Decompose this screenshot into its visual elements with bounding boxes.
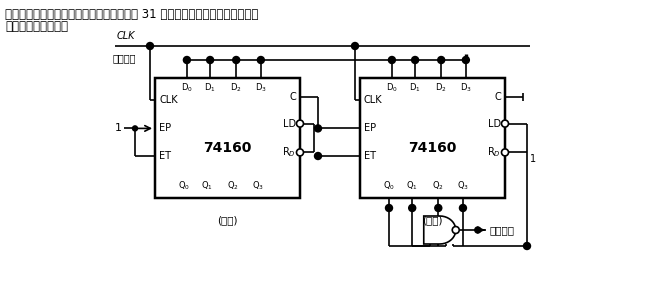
- Text: Q$_0$: Q$_0$: [178, 179, 190, 192]
- Circle shape: [475, 227, 481, 233]
- Text: Q$_3$: Q$_3$: [457, 179, 469, 192]
- Text: CLK: CLK: [364, 94, 382, 105]
- Circle shape: [409, 204, 416, 212]
- Circle shape: [207, 57, 214, 63]
- Circle shape: [257, 57, 264, 63]
- Text: EP: EP: [364, 123, 376, 134]
- Circle shape: [297, 149, 304, 156]
- Circle shape: [462, 57, 469, 63]
- Circle shape: [388, 57, 396, 63]
- Text: 进位输出: 进位输出: [490, 225, 515, 235]
- Text: CLK: CLK: [117, 31, 136, 41]
- Text: 74160: 74160: [408, 141, 457, 155]
- Text: C: C: [494, 92, 501, 102]
- Text: R$_D$: R$_D$: [487, 145, 501, 159]
- Circle shape: [297, 120, 304, 127]
- Text: EP: EP: [159, 123, 171, 134]
- Circle shape: [501, 120, 508, 127]
- Bar: [360, 78, 505, 198]
- Text: (十位): (十位): [422, 215, 443, 225]
- Text: 计数输入: 计数输入: [113, 53, 136, 63]
- Text: D$_1$: D$_1$: [204, 82, 216, 94]
- Circle shape: [501, 149, 508, 156]
- Text: D$_2$: D$_2$: [436, 82, 447, 94]
- Text: D$_0$: D$_0$: [181, 82, 193, 94]
- Circle shape: [146, 43, 154, 49]
- Circle shape: [184, 57, 190, 63]
- Text: Q$_1$: Q$_1$: [406, 179, 418, 192]
- Text: D$_0$: D$_0$: [386, 82, 398, 94]
- Text: C: C: [289, 92, 296, 102]
- Text: 示。这样在电路从全零状态开始计数，计入 31 个脉冲后将返回全零状态，形成: 示。这样在电路从全零状态开始计数，计入 31 个脉冲后将返回全零状态，形成: [5, 8, 258, 21]
- Text: D$_2$: D$_2$: [230, 82, 242, 94]
- Text: D$_1$: D$_1$: [409, 82, 421, 94]
- Circle shape: [133, 126, 138, 131]
- Text: LD: LD: [283, 119, 296, 129]
- Circle shape: [314, 153, 321, 159]
- Circle shape: [438, 57, 445, 63]
- Text: ET: ET: [364, 151, 376, 161]
- Circle shape: [523, 243, 531, 249]
- Text: Q$_2$: Q$_2$: [228, 179, 239, 192]
- Text: D$_3$: D$_3$: [460, 82, 472, 94]
- Text: 三十一进制计数器。: 三十一进制计数器。: [5, 20, 68, 33]
- Text: Q$_0$: Q$_0$: [383, 179, 395, 192]
- Text: (个位): (个位): [217, 215, 237, 225]
- Circle shape: [233, 57, 239, 63]
- Text: ET: ET: [159, 151, 171, 161]
- Text: 74160: 74160: [203, 141, 252, 155]
- Text: CLK: CLK: [159, 94, 178, 105]
- Circle shape: [386, 204, 392, 212]
- Text: D$_3$: D$_3$: [255, 82, 267, 94]
- Circle shape: [459, 204, 466, 212]
- Bar: [155, 78, 300, 198]
- PathPatch shape: [424, 216, 456, 244]
- Text: R$_D$: R$_D$: [282, 145, 296, 159]
- Circle shape: [314, 125, 321, 132]
- Text: Q$_2$: Q$_2$: [432, 179, 444, 192]
- Text: LD: LD: [488, 119, 501, 129]
- Text: 1: 1: [115, 123, 122, 134]
- Circle shape: [352, 43, 358, 49]
- Text: Q$_3$: Q$_3$: [252, 179, 264, 192]
- Text: Q$_1$: Q$_1$: [201, 179, 213, 192]
- Circle shape: [411, 57, 419, 63]
- Text: 1: 1: [530, 154, 536, 164]
- Circle shape: [452, 226, 459, 234]
- Circle shape: [435, 204, 441, 212]
